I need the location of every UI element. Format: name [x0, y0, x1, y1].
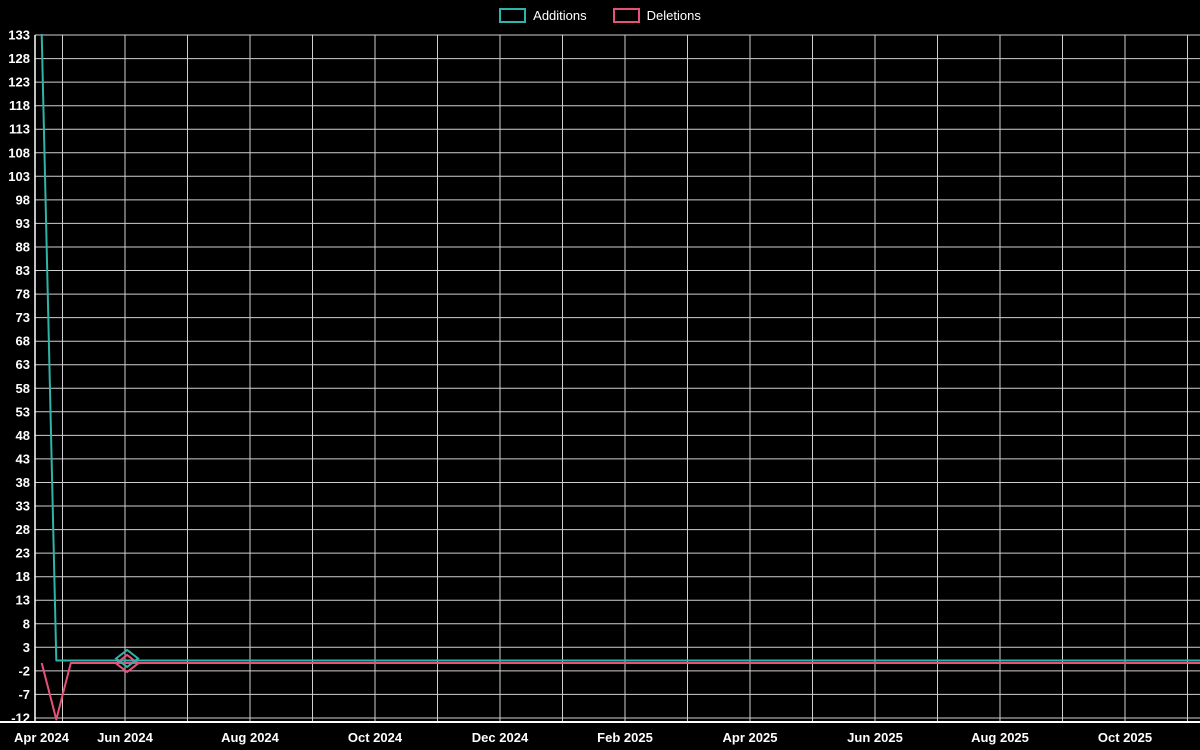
y-axis-tick-label: -12: [11, 711, 30, 726]
y-axis-tick-label: 88: [16, 240, 30, 255]
y-axis-tick-label: 43: [16, 451, 30, 466]
x-axis-tick-label: Apr 2024: [14, 730, 70, 745]
y-axis-tick-label: 78: [16, 287, 30, 302]
y-axis-tick-label: 28: [16, 522, 30, 537]
legend-item-deletions[interactable]: Deletions: [612, 8, 701, 23]
x-axis-tick-label: Oct 2024: [348, 730, 403, 745]
y-axis-tick-label: 73: [16, 310, 30, 325]
deletions-swatch-icon: [612, 8, 640, 23]
y-axis-tick-label: 18: [16, 569, 30, 584]
y-axis-tick-label: 98: [16, 192, 30, 207]
x-axis-tick-label: Dec 2024: [472, 730, 529, 745]
y-axis-tick-label: 8: [23, 616, 30, 631]
x-axis-tick-label: Apr 2025: [723, 730, 778, 745]
y-axis-tick-label: 83: [16, 263, 30, 278]
x-axis-tick-label: Oct 2025: [1098, 730, 1152, 745]
y-axis-tick-label: 53: [16, 404, 30, 419]
y-axis-tick-label: 13: [16, 593, 30, 608]
y-axis-tick-label: 68: [16, 334, 30, 349]
additions-marker-icon[interactable]: [114, 648, 140, 669]
y-axis-tick-label: 103: [8, 169, 30, 184]
y-axis-tick-label: 113: [9, 122, 30, 137]
x-axis-tick-label: Aug 2024: [221, 730, 280, 745]
y-axis-tick-label: 48: [16, 428, 30, 443]
y-axis-tick-label: -2: [18, 663, 30, 678]
y-axis-tick-label: 38: [16, 475, 30, 490]
y-axis-tick-label: 123: [8, 75, 30, 90]
x-axis-tick-label: Aug 2025: [971, 730, 1029, 745]
additions-swatch-icon: [499, 8, 527, 23]
chart-legend: Additions Deletions: [0, 8, 1200, 23]
y-axis-tick-label: 108: [8, 145, 30, 160]
x-axis-tick-label: Jun 2024: [97, 730, 153, 745]
y-axis-tick-label: 128: [8, 51, 30, 66]
y-axis-tick-label: 33: [16, 499, 30, 514]
y-axis-tick-label: 58: [16, 381, 30, 396]
y-axis-tick-label: 133: [8, 28, 30, 43]
deletions-line: [40, 662, 1200, 721]
y-axis-tick-label: 93: [16, 216, 30, 231]
y-axis-tick-label: 3: [23, 640, 30, 655]
y-axis-tick-label: -7: [18, 687, 30, 702]
legend-label-deletions: Deletions: [646, 8, 701, 23]
y-axis-tick-label: 23: [16, 546, 30, 561]
legend-label-additions: Additions: [533, 8, 587, 23]
x-axis-tick-label: Feb 2025: [597, 730, 653, 745]
y-axis-tick-label: 63: [16, 357, 30, 372]
additions-line: [40, 33, 1200, 662]
y-axis-tick-label: 118: [9, 98, 30, 113]
legend-item-additions[interactable]: Additions: [499, 8, 587, 23]
x-axis-tick-label: Jun 2025: [847, 730, 903, 745]
